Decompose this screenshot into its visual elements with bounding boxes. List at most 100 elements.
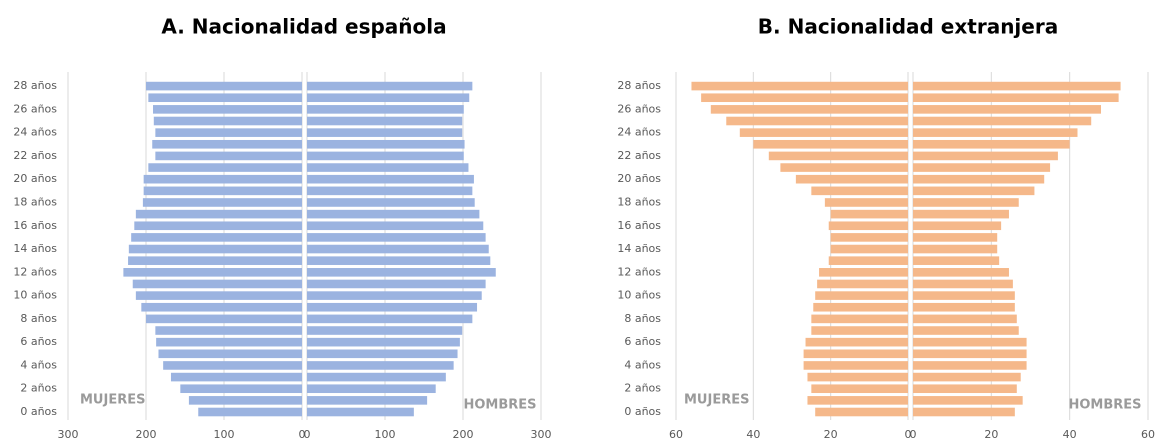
bar [913, 209, 1009, 219]
bar [815, 291, 908, 300]
bar [307, 291, 482, 300]
bar [152, 139, 302, 149]
bar [811, 384, 908, 394]
x-tick-label: 0 [304, 428, 311, 441]
bar [307, 186, 473, 196]
chart-title: A. Nacionalidad española [161, 15, 446, 39]
bar [143, 186, 302, 196]
bar [828, 221, 908, 231]
bar [307, 116, 463, 126]
series-label: MUJERES [684, 393, 749, 408]
bar [795, 174, 908, 184]
bar [830, 209, 908, 219]
y-tick-label: 28 años [617, 79, 661, 92]
bar [307, 81, 473, 91]
y-tick-label: 4 años [624, 358, 661, 371]
bar [710, 105, 908, 114]
bar [307, 174, 474, 184]
x-tick-label: 0 [299, 428, 306, 441]
bar [142, 198, 302, 207]
bar [307, 221, 484, 231]
bar [913, 233, 998, 242]
bar [811, 314, 908, 324]
bar [143, 174, 302, 184]
bar [913, 337, 1027, 347]
bar [913, 302, 1015, 312]
bar [913, 198, 1019, 207]
bar [155, 326, 302, 335]
bar [811, 326, 908, 335]
y-tick-label: 10 años [617, 289, 661, 302]
y-tick-label: 8 años [624, 312, 661, 325]
x-tick-label: 0 [910, 428, 917, 441]
series-label: MUJERES [80, 393, 145, 408]
y-tick-label: 18 años [13, 195, 57, 208]
bar [913, 384, 1017, 394]
y-tick-label: 6 años [624, 335, 661, 348]
bar [913, 326, 1019, 335]
y-tick-label: 22 años [617, 149, 661, 162]
y-tick-label: 12 años [13, 265, 57, 278]
bar [170, 372, 302, 382]
bar [307, 314, 473, 324]
bar [913, 81, 1121, 91]
x-tick-label: 200 [453, 428, 474, 441]
y-tick-label: 2 años [624, 382, 661, 395]
series-label: HOMBRES [1068, 398, 1141, 413]
y-tick-label: 14 años [13, 242, 57, 255]
bar [307, 256, 491, 265]
bar [307, 407, 414, 417]
y-tick-label: 2 años [20, 382, 57, 395]
bar [307, 93, 470, 103]
bar [913, 396, 1023, 405]
bar [913, 93, 1119, 103]
y-tick-label: 24 años [13, 126, 57, 139]
y-tick-label: 10 años [13, 289, 57, 302]
bar [913, 314, 1017, 324]
bar [307, 372, 446, 382]
bar [146, 314, 302, 324]
bar [123, 268, 302, 277]
bar [148, 163, 302, 172]
y-tick-label: 28 años [13, 79, 57, 92]
bar [307, 209, 480, 219]
bar [913, 221, 1002, 231]
chart-title: B. Nacionalidad extranjera [758, 15, 1058, 39]
bar [307, 337, 460, 347]
bar [913, 116, 1092, 126]
x-tick-label: 60 [1141, 428, 1155, 441]
bar [307, 139, 465, 149]
y-tick-label: 18 años [617, 195, 661, 208]
bar [163, 361, 302, 370]
bar [739, 128, 908, 137]
bar [135, 291, 302, 300]
bar [131, 233, 302, 242]
bar [913, 128, 1078, 137]
bar [132, 279, 302, 289]
y-tick-label: 26 años [13, 102, 57, 115]
bar [817, 279, 908, 289]
bar [307, 105, 464, 114]
bar [307, 302, 478, 312]
bar [307, 198, 475, 207]
bar [913, 279, 1013, 289]
bar [805, 337, 908, 347]
y-tick-label: 4 años [20, 358, 57, 371]
y-tick-label: 20 años [617, 172, 661, 185]
bar [913, 105, 1101, 114]
bar [830, 233, 908, 242]
bar [819, 268, 908, 277]
bar [307, 163, 469, 172]
bar [913, 372, 1021, 382]
bar [913, 174, 1045, 184]
bar [307, 384, 436, 394]
bar [807, 396, 908, 405]
x-tick-label: 20 [824, 428, 838, 441]
y-tick-label: 26 años [617, 102, 661, 115]
y-tick-label: 0 años [20, 405, 57, 418]
bar [813, 302, 908, 312]
bar [307, 279, 486, 289]
bar [307, 361, 454, 370]
y-tick-label: 16 años [13, 219, 57, 232]
